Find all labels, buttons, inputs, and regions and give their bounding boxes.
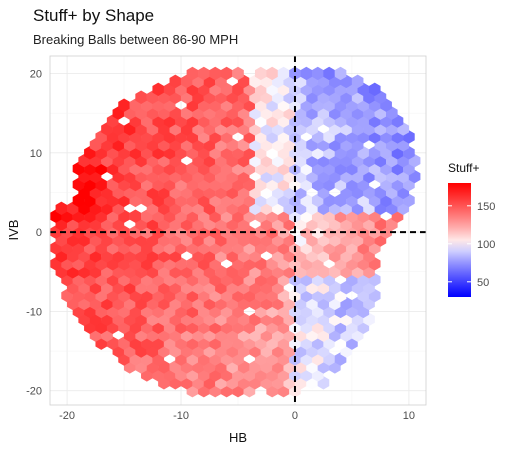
axis-labels: -20 -10 0 10 -20 -10 0 10 20 bbox=[26, 68, 415, 422]
hexbin-cell bbox=[334, 66, 347, 81]
hexbin-cell bbox=[186, 66, 199, 81]
hexbin-layer bbox=[49, 66, 421, 398]
legend-title: Stuff+ bbox=[448, 161, 479, 175]
hexbin-cell bbox=[289, 66, 301, 81]
hexbin-cell bbox=[368, 82, 381, 97]
y-tick-label: -10 bbox=[26, 306, 42, 318]
y-axis-title: IVB bbox=[6, 220, 21, 241]
hexbin-cell bbox=[220, 66, 233, 81]
hexbin-cell bbox=[300, 66, 313, 81]
y-tick-label: 10 bbox=[30, 148, 42, 160]
panel-border bbox=[49, 55, 427, 406]
hexbin-cell bbox=[152, 82, 165, 97]
hexbin-cell bbox=[169, 74, 182, 89]
legend-color-bar bbox=[448, 183, 471, 297]
y-tick-label: 20 bbox=[30, 68, 42, 80]
x-tick-label: -20 bbox=[59, 410, 75, 422]
chart-subtitle: Breaking Balls between 86-90 MPH bbox=[33, 32, 239, 47]
hexbin-cell bbox=[118, 98, 130, 112]
x-axis-title: HB bbox=[229, 430, 247, 445]
y-tick-label: 0 bbox=[36, 227, 42, 239]
x-tick-label: -10 bbox=[173, 410, 189, 422]
chart-title: Stuff+ by Shape bbox=[33, 6, 155, 25]
legend-tick-label: 100 bbox=[477, 239, 495, 251]
legend-tick-label: 150 bbox=[477, 201, 495, 213]
legend: Stuff+ 50 100 150 bbox=[448, 161, 495, 297]
hexbin-cell bbox=[266, 66, 278, 81]
hexbin-cell bbox=[198, 66, 210, 81]
hexbin-cell bbox=[55, 201, 68, 215]
reference-lines bbox=[50, 56, 426, 405]
y-tick-label: -20 bbox=[26, 386, 42, 398]
hexbin-cell bbox=[323, 66, 335, 81]
legend-tick-label: 50 bbox=[477, 277, 489, 289]
x-tick-label: 10 bbox=[403, 410, 415, 422]
hexbin-cell bbox=[351, 74, 364, 89]
x-tick-label: 0 bbox=[292, 410, 298, 422]
hexbin-cell bbox=[135, 90, 147, 104]
hexbin-cell bbox=[277, 66, 290, 81]
hexbin-cell bbox=[254, 66, 267, 81]
hexbin-cell bbox=[129, 209, 142, 223]
hexbin-cell bbox=[232, 66, 244, 81]
hexbin-cell bbox=[209, 66, 222, 81]
hexbin-cell bbox=[311, 66, 324, 81]
